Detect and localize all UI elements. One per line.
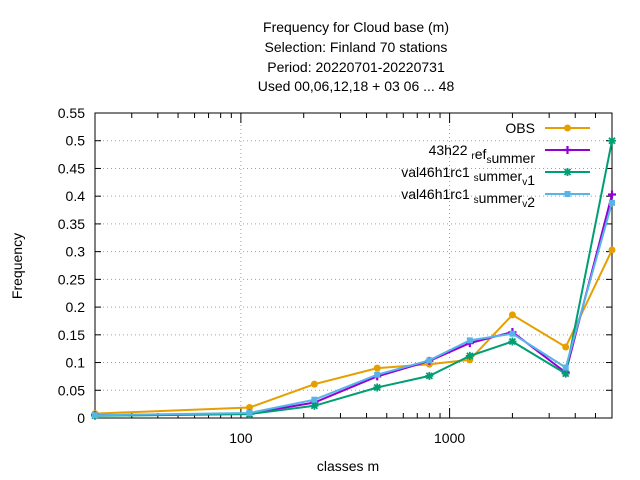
y-tick-label: 0	[77, 410, 85, 426]
legend-label: val46h1rc1 summerv1	[401, 164, 535, 188]
legend-label: OBS	[505, 120, 535, 136]
y-tick-label: 0.25	[58, 271, 85, 287]
y-tick-label: 0.2	[66, 299, 86, 315]
axes: 0 0.05 0.1 0.15 0.2 0.25 0.3 0.35 0.4 0.45 0.5 0.55…	[58, 105, 613, 446]
y-tick-label: 0.55	[58, 105, 85, 121]
legend-entry-1: OBS	[505, 120, 590, 136]
y-tick-label: 0.1	[66, 355, 86, 371]
legend-label: 43h22 refsummer	[429, 142, 536, 166]
data-point	[426, 357, 433, 364]
legend-swatch-marker	[564, 124, 571, 132]
series-1	[91, 246, 616, 418]
x-axis-label: classes m	[317, 458, 379, 474]
data-point	[373, 383, 382, 392]
x-tick-label: 1000	[434, 430, 465, 446]
legend-entry-3: val46h1rc1 summerv1	[401, 164, 590, 188]
legend-label: val46h1rc1 summerv2	[401, 186, 535, 210]
title-line-2: Selection: Finland 70 stations	[265, 39, 448, 55]
y-tick-label: 0.15	[58, 327, 85, 343]
legend-swatch-marker	[563, 146, 572, 154]
series-line	[94, 202, 613, 417]
data-point	[310, 401, 319, 410]
data-point	[509, 330, 516, 337]
data-point	[608, 136, 616, 145]
legend-entry-4: val46h1rc1 summerv2	[401, 186, 590, 210]
data-point	[609, 199, 615, 206]
y-tick-label: 0.5	[66, 133, 86, 149]
series-3	[91, 136, 616, 420]
chart-title: Frequency for Cloud base (m) Selection: …	[258, 19, 455, 94]
data-point	[562, 343, 570, 351]
data-point	[425, 371, 434, 380]
title-line-4: Used 00,06,12,18 + 03 06 ... 48	[258, 78, 455, 94]
grid	[95, 113, 612, 418]
data-point	[373, 364, 381, 372]
data-point	[465, 351, 474, 360]
legend-swatch-marker	[563, 168, 572, 176]
legend-swatch-marker	[564, 191, 571, 197]
series-layer	[91, 136, 616, 420]
data-point	[311, 396, 318, 403]
data-point	[508, 311, 516, 319]
data-point	[310, 380, 318, 388]
data-point	[246, 410, 253, 417]
title-line-1: Frequency for Cloud base (m)	[263, 19, 449, 35]
y-axis-label: Frequency	[9, 233, 25, 299]
series-line	[94, 249, 613, 415]
x-tick-label: 100	[229, 430, 253, 446]
series-4	[92, 199, 615, 419]
y-tick-label: 0.4	[66, 188, 86, 204]
data-point	[246, 403, 254, 411]
data-point	[508, 337, 517, 346]
y-tick-label: 0.3	[66, 244, 86, 260]
data-point	[608, 246, 616, 254]
data-point	[92, 412, 98, 419]
y-tick-label: 0.05	[58, 382, 85, 398]
data-point	[608, 190, 616, 199]
y-tick-label: 0.45	[58, 160, 85, 176]
data-point	[374, 371, 381, 378]
legend-entry-2: 43h22 refsummer	[429, 142, 590, 166]
data-point	[561, 369, 570, 378]
y-tick-label: 0.35	[58, 216, 85, 232]
series-line	[94, 194, 613, 417]
data-point	[466, 337, 473, 344]
data-point	[562, 364, 569, 371]
title-line-3: Period: 20220701-20220731	[267, 59, 445, 75]
plot-frame	[94, 112, 613, 419]
